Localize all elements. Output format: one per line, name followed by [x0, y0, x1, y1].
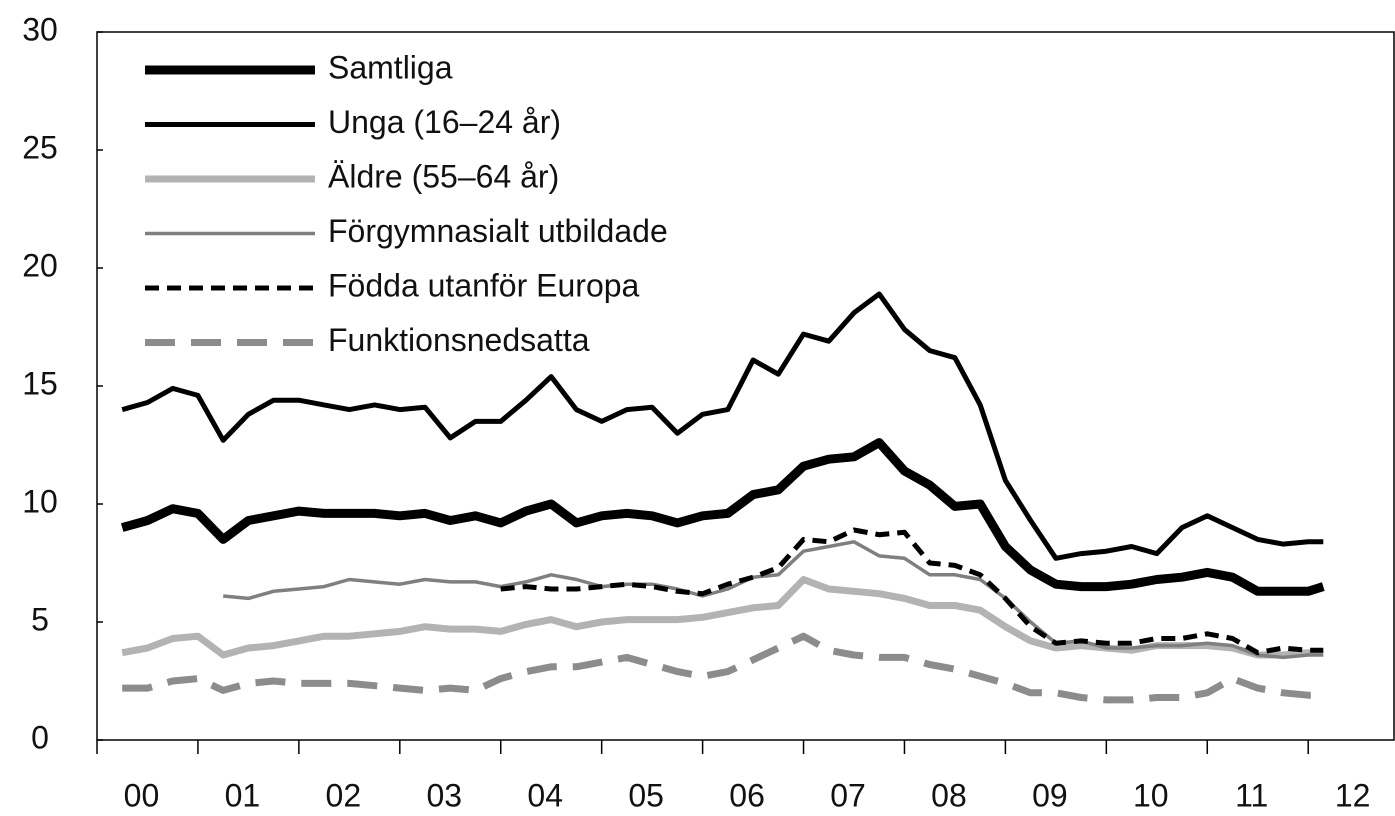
- legend-label: Funktionsnedsatta: [328, 322, 590, 358]
- x-tick-label: 10: [1133, 777, 1169, 813]
- series-line: [122, 632, 1324, 704]
- x-tick-label: 07: [830, 777, 866, 813]
- x-tick-label: 09: [1032, 777, 1068, 813]
- legend-label: Unga (16–24 år): [328, 104, 561, 140]
- legend-label: Födda utanför Europa: [328, 267, 640, 303]
- series-line: [500, 527, 1324, 656]
- legend-label: Äldre (55–64 år): [328, 158, 559, 194]
- legend-label: Samtliga: [328, 49, 453, 85]
- y-tick-label: 15: [22, 365, 58, 401]
- x-tick-label: 05: [628, 777, 664, 813]
- series-line: [121, 291, 1324, 561]
- y-tick-label: 10: [22, 483, 58, 519]
- y-tick-label: 0: [31, 719, 49, 755]
- x-tick-label: 01: [225, 777, 261, 813]
- y-tick-label: 30: [22, 11, 58, 47]
- y-tick-label: 20: [22, 247, 58, 283]
- x-tick-label: 04: [527, 777, 563, 813]
- x-tick-label: 03: [426, 777, 462, 813]
- x-tick-label: 11: [1235, 777, 1268, 813]
- series-line: [121, 576, 1324, 659]
- y-tick-label: 25: [22, 129, 58, 165]
- legend-label: Förgymnasialt utbildade: [328, 213, 668, 249]
- series-line: [120, 438, 1325, 596]
- x-tick-label: 02: [326, 777, 362, 813]
- y-tick-label: 5: [31, 601, 49, 637]
- x-tick-label: 12: [1335, 777, 1371, 813]
- series-line: [223, 540, 1324, 660]
- plot-frame: [96, 31, 1395, 741]
- x-tick-label: 00: [124, 777, 160, 813]
- x-tick-label: 08: [931, 777, 967, 813]
- x-tick-label: 06: [729, 777, 765, 813]
